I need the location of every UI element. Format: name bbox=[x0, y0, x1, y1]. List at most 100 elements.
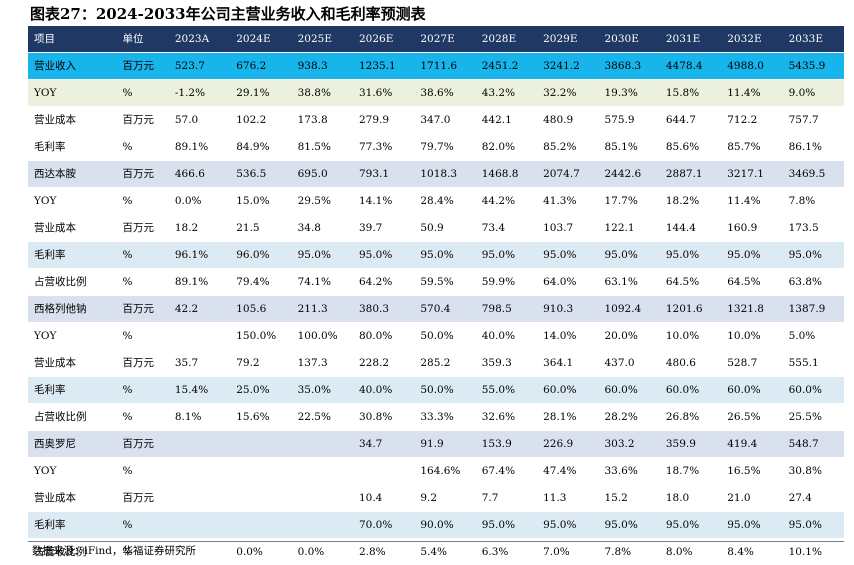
value-cell: 89.1% bbox=[169, 134, 230, 161]
value-cell: 33.6% bbox=[598, 458, 659, 485]
value-cell: 1468.8 bbox=[476, 161, 537, 188]
value-cell: 25.5% bbox=[783, 404, 844, 431]
value-cell: 22.5% bbox=[292, 404, 353, 431]
value-cell: 1092.4 bbox=[598, 296, 659, 323]
value-cell bbox=[292, 431, 353, 458]
value-cell: 95.0% bbox=[721, 512, 782, 539]
value-cell: 359.9 bbox=[660, 431, 721, 458]
value-cell: 35.7 bbox=[169, 350, 230, 377]
row-label-cell: 毛利率 bbox=[28, 512, 117, 539]
value-cell: 25.0% bbox=[230, 377, 291, 404]
value-cell: 47.4% bbox=[537, 458, 598, 485]
value-cell: 2.8% bbox=[353, 539, 414, 565]
value-cell: 3868.3 bbox=[598, 53, 659, 80]
value-cell: 19.3% bbox=[598, 80, 659, 107]
value-cell bbox=[353, 458, 414, 485]
value-cell: 419.4 bbox=[721, 431, 782, 458]
row-label-cell: YOY bbox=[28, 323, 117, 350]
row-label-cell: 占营收比例 bbox=[28, 404, 117, 431]
value-cell: 173.8 bbox=[292, 107, 353, 134]
value-cell: 303.2 bbox=[598, 431, 659, 458]
row-label-cell: 占营收比例 bbox=[28, 269, 117, 296]
value-cell: 164.6% bbox=[414, 458, 475, 485]
value-cell: 712.2 bbox=[721, 107, 782, 134]
value-cell: 81.5% bbox=[292, 134, 353, 161]
row-label-cell: 营业成本 bbox=[28, 350, 117, 377]
value-cell: 38.8% bbox=[292, 80, 353, 107]
row-label-cell: 营业成本 bbox=[28, 215, 117, 242]
row-label-cell: 营业收入 bbox=[28, 53, 117, 80]
value-cell: 102.2 bbox=[230, 107, 291, 134]
value-cell: 0.0% bbox=[292, 539, 353, 565]
value-cell: 60.0% bbox=[537, 377, 598, 404]
table-row: 占营收比例%8.1%15.6%22.5%30.8%33.3%32.6%28.1%… bbox=[28, 404, 844, 431]
value-cell: 15.0% bbox=[230, 188, 291, 215]
source-note: 数据来源：iFind，华福证券研究所 bbox=[32, 543, 196, 559]
value-cell: 11.4% bbox=[721, 188, 782, 215]
value-cell: 89.1% bbox=[169, 269, 230, 296]
value-cell: 1387.9 bbox=[783, 296, 844, 323]
unit-cell: 百万元 bbox=[117, 485, 169, 512]
value-cell: 8.4% bbox=[721, 539, 782, 565]
value-cell bbox=[230, 431, 291, 458]
value-cell: 15.4% bbox=[169, 377, 230, 404]
unit-cell: 百万元 bbox=[117, 53, 169, 80]
value-cell: 10.1% bbox=[783, 539, 844, 565]
header-cell: 单位 bbox=[117, 26, 169, 53]
value-cell: 42.2 bbox=[169, 296, 230, 323]
header-cell: 2026E bbox=[353, 26, 414, 53]
value-cell: 28.2% bbox=[598, 404, 659, 431]
value-cell: 359.3 bbox=[476, 350, 537, 377]
value-cell: 11.4% bbox=[721, 80, 782, 107]
value-cell: 575.9 bbox=[598, 107, 659, 134]
value-cell: 79.7% bbox=[414, 134, 475, 161]
value-cell: 95.0% bbox=[353, 242, 414, 269]
value-cell: 29.1% bbox=[230, 80, 291, 107]
value-cell: -1.2% bbox=[169, 80, 230, 107]
value-cell bbox=[169, 458, 230, 485]
value-cell: 95.0% bbox=[598, 512, 659, 539]
value-cell: 15.6% bbox=[230, 404, 291, 431]
value-cell: 95.0% bbox=[537, 512, 598, 539]
value-cell: 226.9 bbox=[537, 431, 598, 458]
value-cell: 173.5 bbox=[783, 215, 844, 242]
value-cell: 2442.6 bbox=[598, 161, 659, 188]
value-cell: 95.0% bbox=[476, 242, 537, 269]
row-label-cell: 西奥罗尼 bbox=[28, 431, 117, 458]
value-cell: 33.3% bbox=[414, 404, 475, 431]
value-cell: 40.0% bbox=[476, 323, 537, 350]
value-cell bbox=[230, 458, 291, 485]
value-cell: 548.7 bbox=[783, 431, 844, 458]
value-cell: 80.0% bbox=[353, 323, 414, 350]
header-cell: 2025E bbox=[292, 26, 353, 53]
table-row: YOY%150.0%100.0%80.0%50.0%40.0%14.0%20.0… bbox=[28, 323, 844, 350]
value-cell: 7.7 bbox=[476, 485, 537, 512]
value-cell: 59.5% bbox=[414, 269, 475, 296]
value-cell: 2451.2 bbox=[476, 53, 537, 80]
value-cell: 60.0% bbox=[721, 377, 782, 404]
value-cell bbox=[230, 512, 291, 539]
value-cell: 7.8% bbox=[783, 188, 844, 215]
row-label-cell: YOY bbox=[28, 80, 117, 107]
unit-cell: 百万元 bbox=[117, 161, 169, 188]
value-cell: 91.9 bbox=[414, 431, 475, 458]
value-cell: 82.0% bbox=[476, 134, 537, 161]
value-cell: 3217.1 bbox=[721, 161, 782, 188]
value-cell: 79.2 bbox=[230, 350, 291, 377]
value-cell: 1711.6 bbox=[414, 53, 475, 80]
value-cell: 85.6% bbox=[660, 134, 721, 161]
value-cell: 27.4 bbox=[783, 485, 844, 512]
unit-cell: % bbox=[117, 269, 169, 296]
row-label-cell: 营业成本 bbox=[28, 485, 117, 512]
value-cell: 1018.3 bbox=[414, 161, 475, 188]
value-cell: 64.2% bbox=[353, 269, 414, 296]
row-label-cell: 西格列他钠 bbox=[28, 296, 117, 323]
value-cell: 86.1% bbox=[783, 134, 844, 161]
value-cell: 10.4 bbox=[353, 485, 414, 512]
value-cell: 285.2 bbox=[414, 350, 475, 377]
header-cell: 2033E bbox=[783, 26, 844, 53]
